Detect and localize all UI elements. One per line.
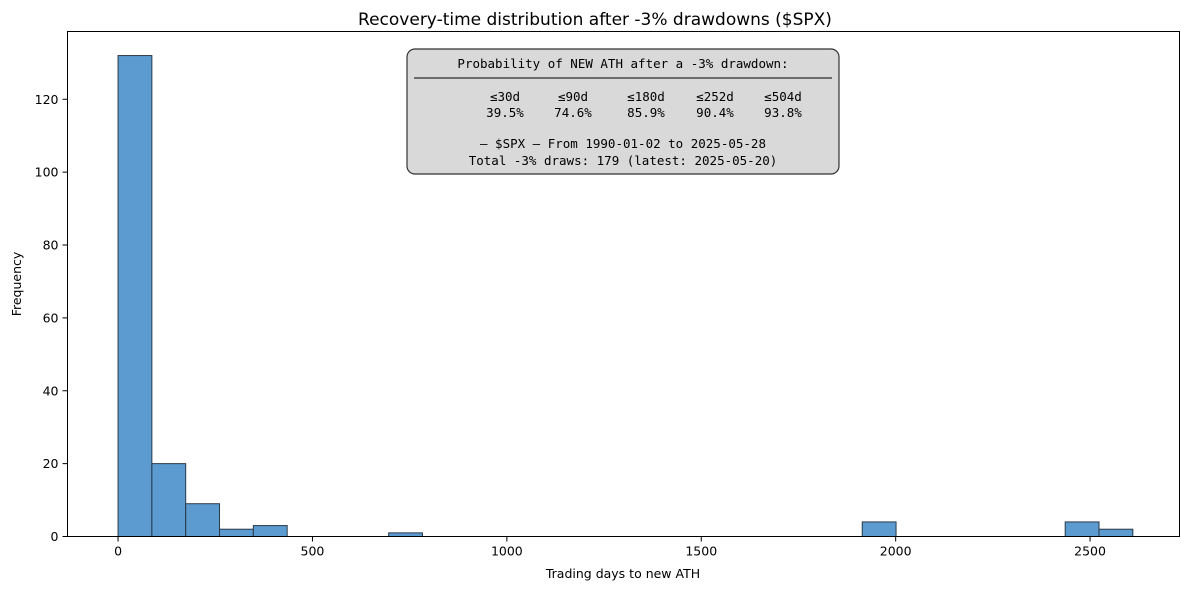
y-tick-label: 20 <box>43 456 59 471</box>
annotation-horizon-2: ≤180d <box>627 89 665 104</box>
y-axis-label: Frequency <box>9 251 24 316</box>
annotation-background <box>406 48 840 175</box>
annotation-probability-1: 74.6% <box>554 105 592 120</box>
annotation-horizon-0: ≤30d <box>490 89 520 104</box>
x-tick-label: 1500 <box>685 544 717 559</box>
histogram-bar-8 <box>1098 528 1134 537</box>
annotation-total-line: Total -3% draws: 179 (latest: 2025-05-20… <box>469 153 778 168</box>
histogram-bar-1 <box>151 463 187 537</box>
y-tick-label: 120 <box>35 92 59 107</box>
chart-title: Recovery-time distribution after -3% dra… <box>358 10 832 30</box>
x-tick-label: 1000 <box>491 544 523 559</box>
histogram-bar-5 <box>388 532 423 538</box>
bars-group <box>117 55 1134 538</box>
annotation-heading: Probability of NEW ATH after a -3% drawd… <box>457 56 788 71</box>
annotation-box: Probability of NEW ATH after a -3% drawd… <box>406 48 840 175</box>
annotation-probability-0: 39.5% <box>486 105 524 120</box>
annotation-horizons: ≤30d ≤90d ≤180d ≤252d ≤504d <box>490 89 802 104</box>
annotation-horizon-4: ≤504d <box>764 89 802 104</box>
y-tick-label: 100 <box>35 165 59 180</box>
histogram-bar-3 <box>219 528 254 537</box>
y-tick-label: 0 <box>51 529 59 544</box>
annotation-probability-2: 85.9% <box>627 105 665 120</box>
x-axis-label: Trading days to new ATH <box>545 566 700 581</box>
annotation-probability-4: 93.8% <box>764 105 802 120</box>
y-tick-label: 80 <box>43 238 59 253</box>
y-tick-label: 40 <box>43 383 59 398</box>
x-tick-label: 2000 <box>880 544 912 559</box>
y-axis-ticks: 0 20 40 60 80 100 120 <box>35 92 68 544</box>
annotation-horizon-3: ≤252d <box>696 89 734 104</box>
histogram-bar-6 <box>861 521 897 537</box>
y-tick-label: 60 <box>43 310 59 325</box>
x-tick-label: 2500 <box>1074 544 1106 559</box>
histogram-bar-7 <box>1064 521 1100 537</box>
plot-frame <box>67 31 1180 537</box>
annotation-horizon-1: ≤90d <box>558 89 588 104</box>
annotation-probabilities: 39.5% 74.6% 85.9% 90.4% 93.8% <box>486 105 802 120</box>
annotation-rule-text: ────────────────────────────────────────… <box>412 71 833 81</box>
x-axis-ticks: 0 500 1000 1500 2000 2500 <box>114 536 1106 559</box>
x-tick-label: 500 <box>301 544 325 559</box>
annotation-range-line: — $SPX — From 1990-01-02 to 2025-05-28 <box>480 136 766 151</box>
histogram-bar-0 <box>117 55 153 538</box>
annotation-probability-3: 90.4% <box>696 105 734 120</box>
histogram-bar-4 <box>252 525 288 538</box>
x-tick-label: 0 <box>114 544 122 559</box>
histogram-bar-2 <box>185 503 221 537</box>
